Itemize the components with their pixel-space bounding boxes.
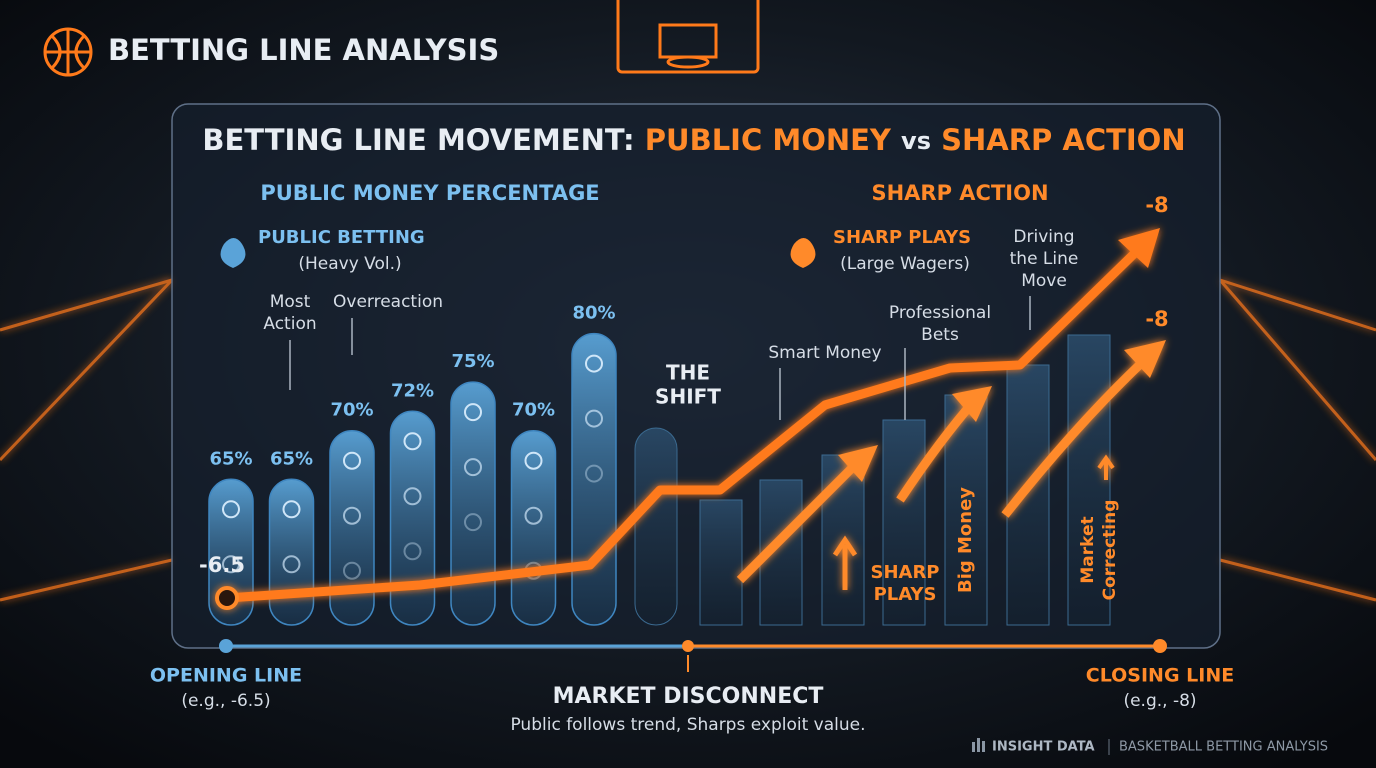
annotation: Smart Money	[768, 343, 881, 363]
hoop	[616, 0, 760, 74]
money-bag-icon	[220, 238, 246, 268]
closing-title: CLOSING LINE	[1086, 665, 1234, 687]
coin-icon	[524, 451, 543, 470]
bar	[571, 332, 617, 626]
annotation: THE	[666, 361, 710, 385]
value-label: 72%	[391, 380, 434, 401]
annotation: Bets	[921, 325, 959, 345]
footer-icon	[972, 738, 985, 752]
annotation: Professional	[889, 303, 991, 323]
annotation: -8	[1145, 307, 1168, 331]
sharp-legend-note: (Large Wagers)	[840, 254, 970, 274]
annotation: Most	[270, 292, 311, 312]
value-label: 80%	[572, 303, 615, 324]
annotation-leaders	[289, 296, 1031, 420]
middle-title: MARKET DISCONNECT	[553, 684, 824, 709]
sharp-legend-title: SHARP PLAYS	[833, 227, 971, 248]
timeline	[219, 639, 1167, 672]
coin-icon	[524, 506, 543, 525]
right-heading: SHARP ACTION	[871, 181, 1048, 205]
coin-icon	[585, 464, 603, 483]
title-part: PUBLIC MONEY	[645, 123, 892, 157]
public-legend-note: (Heavy Vol.)	[298, 254, 401, 274]
coin-icon	[585, 354, 603, 373]
line-trend	[215, 228, 1166, 610]
court-lines	[0, 278, 1376, 602]
coin-icon	[282, 500, 301, 519]
coin-icon	[282, 555, 301, 574]
annotation: PLAYS	[874, 584, 937, 605]
coin-icon	[343, 451, 361, 470]
coin-icon	[464, 513, 482, 532]
annotation: Market	[1078, 516, 1098, 583]
value-label: 75%	[451, 351, 494, 372]
opening-note: (e.g., -6.5)	[181, 691, 270, 711]
header-logo	[43, 27, 93, 77]
title-part: SHARP ACTION	[941, 123, 1186, 157]
annotation: Action	[263, 314, 316, 334]
value-label: 65%	[209, 448, 252, 469]
middle-note: Public follows trend, Sharps exploit val…	[510, 715, 865, 735]
annotation: the Line	[1010, 249, 1079, 269]
coin-icon	[343, 506, 361, 525]
annotation: Big Money	[955, 487, 976, 593]
closing-note: (e.g., -8)	[1123, 691, 1196, 711]
annotation: Driving	[1013, 227, 1074, 247]
footer-brand: INSIGHT DATA	[992, 740, 1095, 755]
chart-title: BETTING LINE MOVEMENT: PUBLIC MONEY vs S…	[202, 123, 1185, 157]
annotation: SHARP	[870, 562, 939, 583]
money-bag-icon	[790, 238, 816, 268]
coin-icon	[343, 561, 361, 580]
annotation: -6.5	[199, 553, 245, 577]
annotation: -8	[1145, 193, 1168, 217]
value-label: 70%	[512, 400, 555, 421]
value-label: 65%	[270, 448, 313, 469]
annotation: SHIFT	[655, 385, 721, 409]
coin-icon	[222, 500, 240, 519]
opening-title: OPENING LINE	[150, 665, 302, 687]
coin-icon	[222, 555, 240, 574]
coin-icon	[464, 458, 482, 477]
annotation: Overreaction	[333, 292, 443, 312]
coin-icon	[464, 403, 482, 422]
bar	[450, 381, 496, 626]
header-title: BETTING LINE ANALYSIS	[108, 33, 499, 67]
title-part: vs	[901, 127, 931, 155]
coin-icon	[585, 409, 603, 428]
coin-icon	[403, 432, 422, 451]
bar	[329, 429, 375, 626]
footer-caption: BASKETBALL BETTING ANALYSIS	[1119, 740, 1328, 755]
title-part: BETTING LINE MOVEMENT:	[202, 123, 634, 157]
left-heading: PUBLIC MONEY PERCENTAGE	[260, 181, 599, 205]
bar	[389, 410, 436, 626]
annotation: Move	[1021, 271, 1067, 291]
coin-icon	[403, 487, 422, 506]
public-legend-title: PUBLIC BETTING	[258, 227, 425, 248]
value-label: 70%	[330, 400, 373, 421]
coin-icon	[403, 542, 422, 561]
bar	[510, 429, 557, 626]
annotation: Correcting	[1100, 500, 1120, 601]
